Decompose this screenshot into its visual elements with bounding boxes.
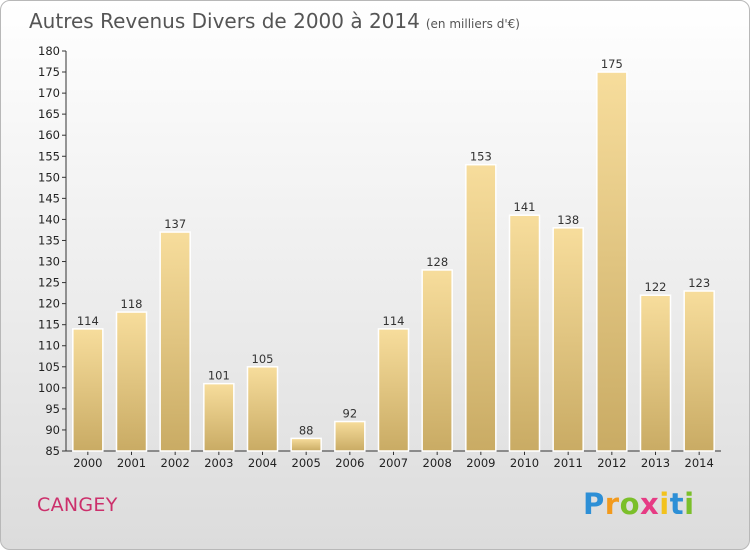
bar-value-label: 123 xyxy=(688,276,710,290)
x-tick-label: 2011 xyxy=(554,456,583,470)
x-tick-label: 2005 xyxy=(292,456,321,470)
bar-2003 xyxy=(203,382,235,452)
proxiti-logo: Proxiti xyxy=(583,487,695,521)
bar-value-label: 128 xyxy=(426,255,448,269)
y-tick-label: 130 xyxy=(38,255,60,269)
x-tick-label: 2012 xyxy=(597,456,626,470)
bar-value-label: 105 xyxy=(252,352,274,366)
bar-2005 xyxy=(290,437,322,452)
y-tick-label: 180 xyxy=(38,44,60,58)
bar-2008 xyxy=(421,269,453,452)
x-tick-label: 2014 xyxy=(685,456,714,470)
bar-value-label: 114 xyxy=(77,314,99,328)
x-tick-label: 2013 xyxy=(641,456,670,470)
chart-unit: (en milliers d'€) xyxy=(425,17,520,31)
bar-2012 xyxy=(596,71,628,452)
bar-value-label: 114 xyxy=(383,314,405,328)
chart-title: Autres Revenus Divers de 2000 à 2014 (en … xyxy=(29,9,520,33)
bar-2000 xyxy=(72,328,104,452)
bar-labels: 114 118 137 101 105 88 92 114 128 153 141 138 175 122… xyxy=(77,57,710,437)
x-tick-label: 2008 xyxy=(423,456,452,470)
y-tick-label: 125 xyxy=(38,276,60,290)
bar-value-label: 122 xyxy=(645,280,667,294)
chart-title-text: Autres Revenus Divers de 2000 à 2014 xyxy=(29,9,420,33)
bar-value-label: 118 xyxy=(121,297,143,311)
x-tick-label: 2007 xyxy=(379,456,408,470)
y-tick-label: 150 xyxy=(38,170,60,184)
y-tick-label: 90 xyxy=(45,423,60,437)
y-tick-label: 120 xyxy=(38,297,60,311)
bar-2010 xyxy=(508,214,541,452)
x-tick-label: 2004 xyxy=(248,456,277,470)
bar-value-label: 141 xyxy=(514,200,536,214)
y-tick-label: 95 xyxy=(45,402,60,416)
x-tick-label: 2010 xyxy=(510,456,539,470)
bar-value-label: 92 xyxy=(343,407,358,421)
y-tick-label: 85 xyxy=(45,444,60,458)
y-tick-label: 155 xyxy=(38,149,60,163)
bar-value-label: 153 xyxy=(470,150,492,164)
commune-name: CANGEY xyxy=(37,494,118,516)
x-tick-label: 2009 xyxy=(466,456,495,470)
y-tick-label: 135 xyxy=(38,233,60,247)
bar-value-label: 137 xyxy=(164,217,186,231)
bar-value-label: 175 xyxy=(601,57,623,71)
x-tick-label: 2001 xyxy=(117,456,146,470)
bar-2014 xyxy=(683,290,715,452)
bar-2006 xyxy=(334,420,366,452)
x-tick-label: 2000 xyxy=(73,456,102,470)
x-axis: 2000 2001 2002 2003 2004 2005 2006 2007 2008 2009… xyxy=(66,450,721,470)
bar-2002 xyxy=(159,231,191,452)
y-tick-label: 160 xyxy=(38,128,60,142)
y-tick-label: 140 xyxy=(38,212,60,226)
x-tick-label: 2002 xyxy=(161,456,190,470)
y-tick-label: 170 xyxy=(38,86,60,100)
y-tick-label: 100 xyxy=(38,381,60,395)
y-tick-label: 110 xyxy=(38,339,60,353)
y-tick-label: 175 xyxy=(38,65,60,79)
bar-2013 xyxy=(639,294,672,452)
bar-2001 xyxy=(115,311,148,452)
bar-2009 xyxy=(465,163,497,452)
x-tick-label: 2003 xyxy=(204,456,233,470)
y-tick-label: 165 xyxy=(38,107,60,121)
x-tick-label: 2006 xyxy=(335,456,364,470)
bar-2007 xyxy=(377,328,410,452)
y-axis: 85 90 95 100 105 110 115 120 125 130 135 140 145 150 1… xyxy=(38,44,67,458)
bar-2004 xyxy=(246,366,279,452)
bars xyxy=(72,71,715,452)
bar-value-label: 101 xyxy=(208,369,230,383)
bar-2011 xyxy=(552,227,584,452)
bar-value-label: 88 xyxy=(299,423,314,437)
y-tick-label: 115 xyxy=(38,318,60,332)
bar-value-label: 138 xyxy=(557,213,579,227)
y-tick-label: 105 xyxy=(38,360,60,374)
y-tick-label: 145 xyxy=(38,191,60,205)
